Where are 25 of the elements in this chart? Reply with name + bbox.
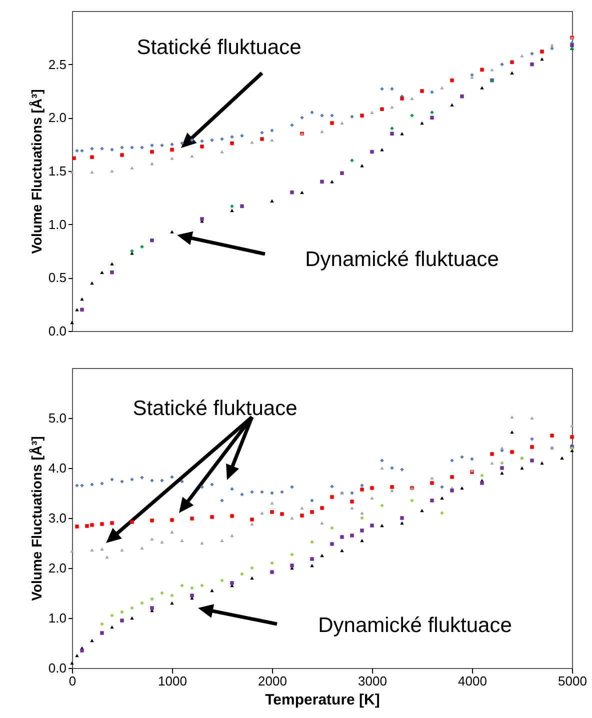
y-tick-label: 1.0 — [48, 216, 66, 232]
annotation: Dynamické fluktuace — [305, 248, 499, 271]
y-tick-label: 2.0 — [48, 110, 66, 126]
y-tick-label: 2.0 — [48, 560, 66, 576]
y-tick-label: 0.5 — [48, 270, 66, 286]
y-tick-label: 0.0 — [48, 324, 66, 338]
annotation: Dynamické fluktuace — [318, 614, 512, 637]
y-tick-label: 1.5 — [48, 164, 66, 178]
y-tick-label: 5.0 — [48, 410, 66, 426]
x-axis-title: Temperature [K] — [265, 692, 380, 708]
x-tick-label: 2000 — [258, 674, 287, 688]
y-tick-label: 2.5 — [48, 56, 66, 72]
x-tick-label: 1000 — [158, 674, 187, 688]
y-tick-label: 1.0 — [48, 610, 66, 626]
y-axis-title: Volume Fluctuations [Å³] — [28, 436, 44, 601]
x-tick-label: 0 — [68, 674, 76, 688]
x-tick-label: 3000 — [358, 674, 387, 688]
x-tick-label: 5000 — [558, 674, 587, 688]
y-tick-label: 4.0 — [48, 460, 66, 476]
annotation: Statické fluktuace — [136, 36, 302, 59]
x-tick-label: 4000 — [458, 674, 487, 688]
y-axis-title: Volume Fluctuations [Å³] — [28, 89, 44, 254]
y-tick-label: 0.0 — [48, 660, 66, 676]
annotation: Statické fluktuace — [132, 397, 298, 420]
y-tick-label: 3.0 — [48, 510, 66, 526]
